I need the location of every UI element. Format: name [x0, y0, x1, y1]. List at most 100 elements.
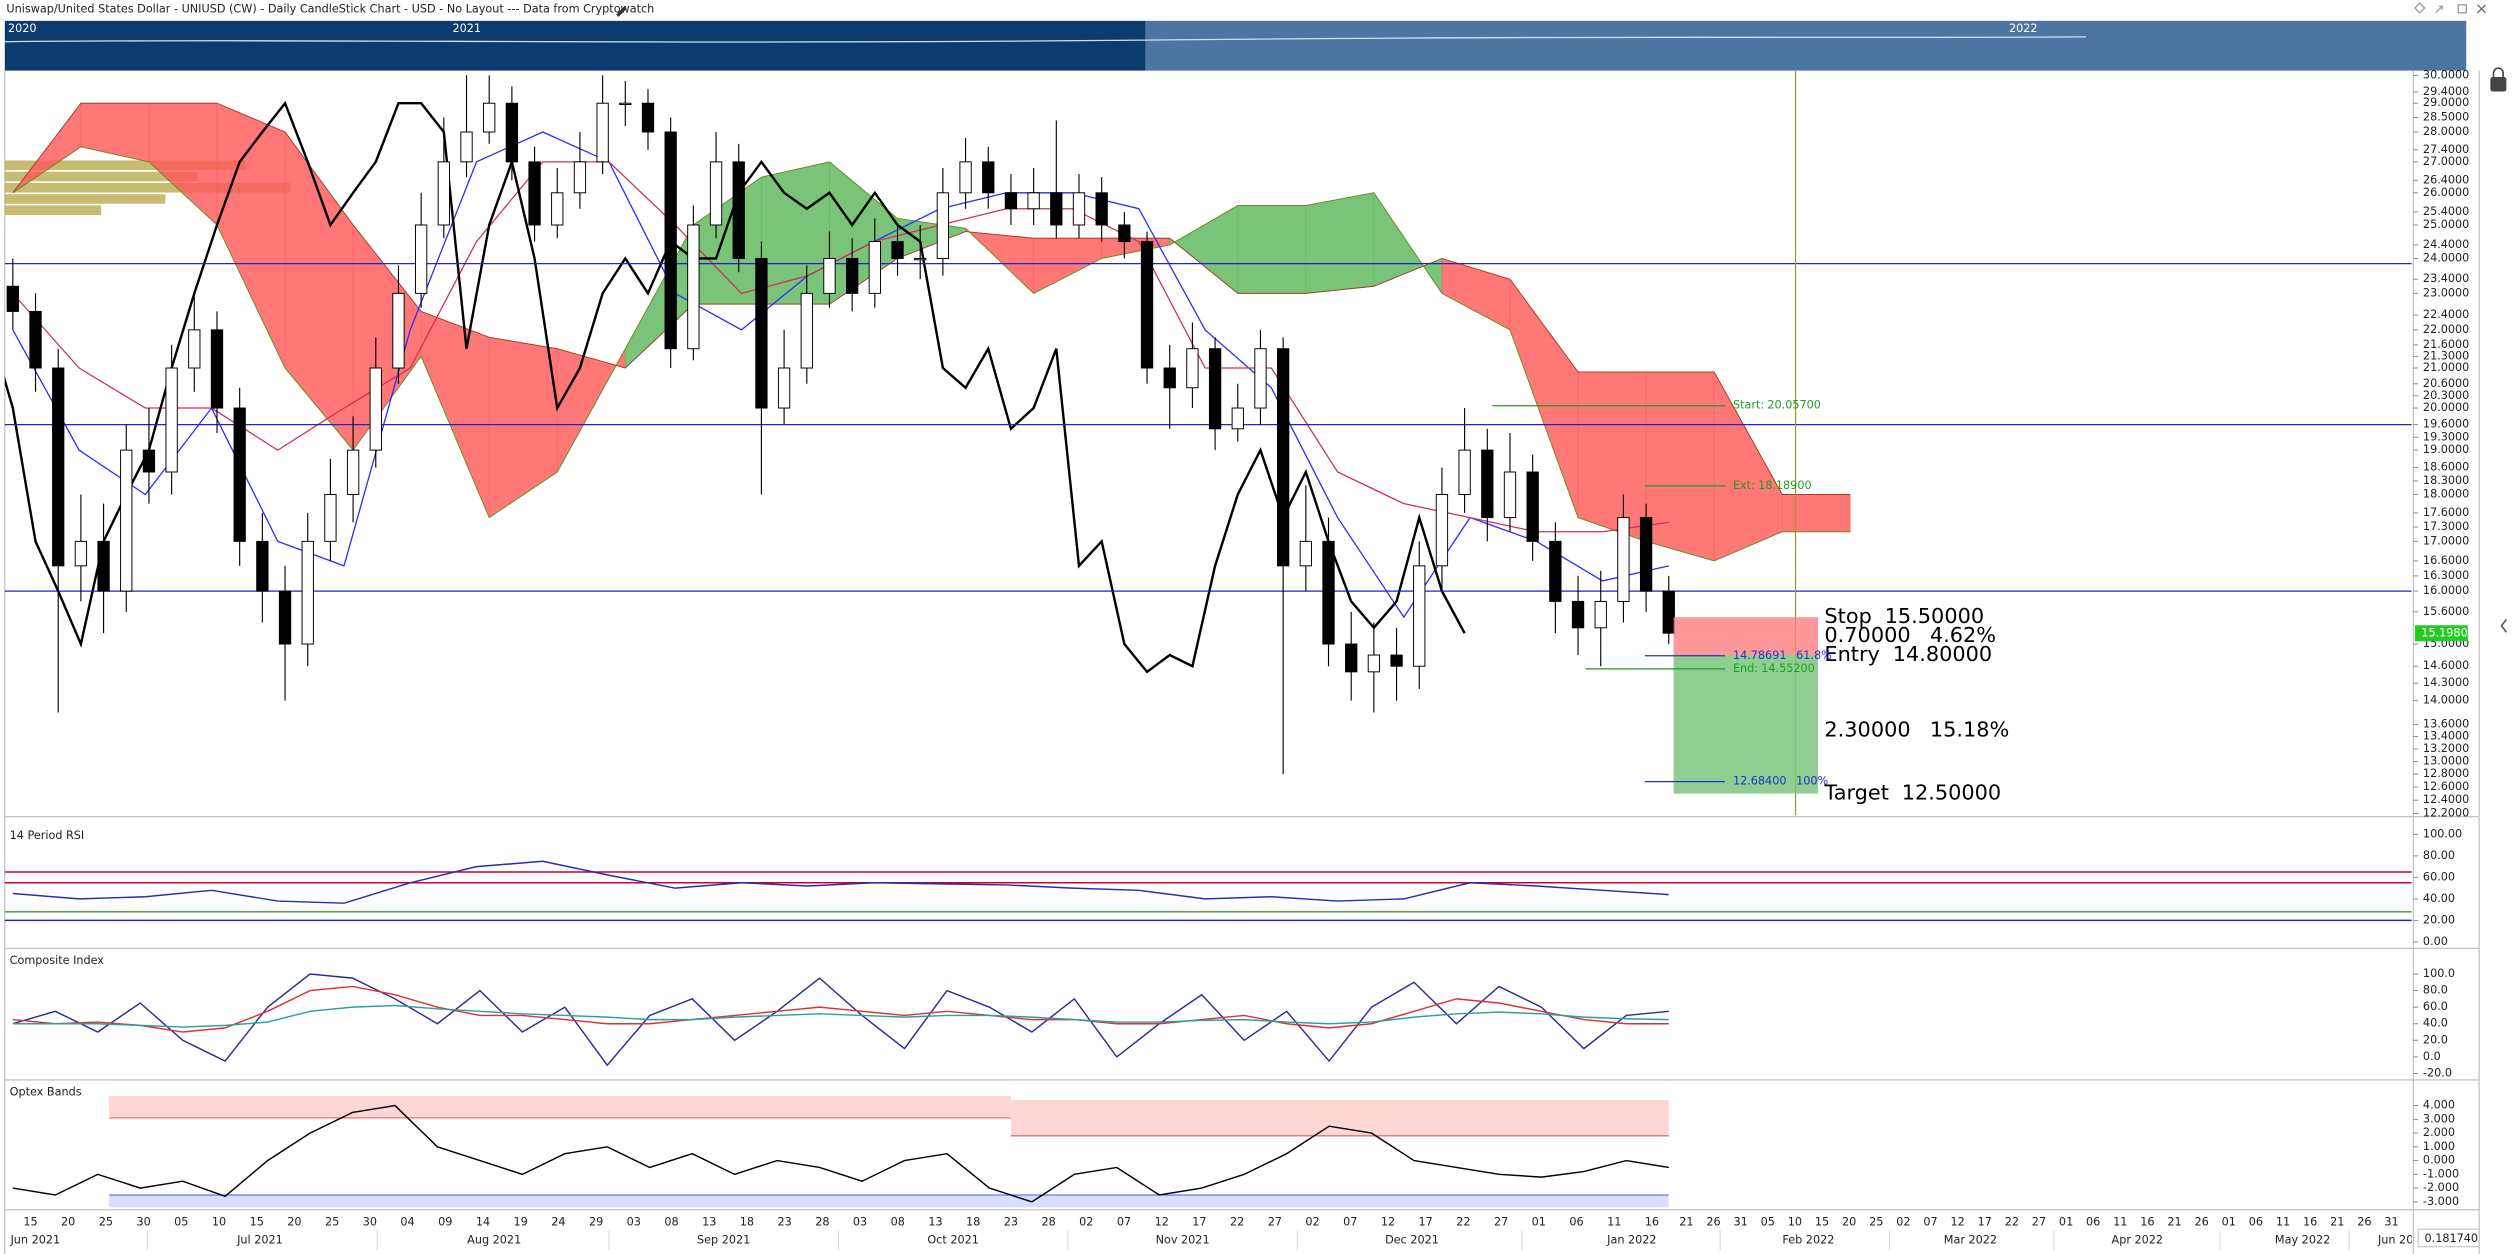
y-tick-label: -2.000	[2423, 1181, 2459, 1194]
label-part: 12.50000	[1902, 781, 2001, 805]
x-tick-label: 15	[250, 1216, 264, 1229]
x-tick-label: 17	[1419, 1216, 1433, 1229]
y-tick-label: 20.3000	[2423, 389, 2469, 402]
indicator-line	[12, 973, 1669, 1067]
x-tick-label: 27	[2032, 1216, 2046, 1229]
y-tick-label: 14.0000	[2423, 694, 2469, 707]
x-month-label: Jan 2022	[1606, 1233, 1656, 1246]
scale-box[interactable]	[2417, 1228, 2480, 1248]
x-tick-label: 02	[1079, 1216, 1093, 1229]
edit-icon[interactable]	[616, 6, 627, 17]
y-tick-label: 1.000	[2423, 1140, 2455, 1153]
y-tick-label: 13.6000	[2423, 717, 2469, 730]
candle-body	[6, 285, 19, 312]
y-tick-label: 21.0000	[2423, 361, 2469, 374]
candle-body	[165, 367, 178, 473]
y-tick-label: 16.6000	[2423, 554, 2469, 567]
x-tick-label: 03	[853, 1216, 867, 1229]
navigator-window[interactable]	[1145, 20, 2467, 71]
optex-band	[1010, 1100, 1669, 1136]
candle-body	[1072, 192, 1086, 226]
fib-label: Ext: 18.18900	[1733, 479, 1812, 492]
x-tick-label: 26	[2357, 1216, 2371, 1229]
indicator-line	[12, 1104, 1669, 1203]
fib-label: End: 14.55200	[1733, 662, 1815, 675]
navigator-year: 2020	[8, 22, 37, 35]
x-tick-label: 07	[1923, 1216, 1937, 1229]
x-tick-label: 31	[1734, 1216, 1748, 1229]
candle-body	[1413, 565, 1426, 667]
navigator-history[interactable]	[4, 20, 1146, 71]
label-part: 0.70000	[1824, 623, 1910, 647]
x-tick-label: 22	[2005, 1216, 2019, 1229]
x-tick-label: 22	[1456, 1216, 1470, 1229]
candle-body	[914, 257, 927, 261]
candle-body	[1027, 192, 1040, 210]
candle-body	[369, 367, 382, 451]
candle-body	[1503, 471, 1517, 519]
expand-arrow[interactable]	[2500, 618, 2508, 633]
candle-body	[188, 329, 201, 369]
x-tick-label: 26	[2195, 1216, 2209, 1229]
x-tick-label: 20	[61, 1216, 75, 1229]
label-part: 15.18%	[1930, 718, 2009, 742]
y-tick-label: 20.0	[2423, 1033, 2448, 1046]
candle-body	[29, 310, 42, 369]
fib-label: 12.68400 100%	[1733, 775, 1829, 788]
panel-title: Composite Index	[10, 954, 105, 967]
navigator-line	[4, 36, 2086, 43]
lock-shackle	[2492, 67, 2504, 78]
y-tick-label: 80.00	[2423, 849, 2455, 862]
candle-body	[392, 292, 405, 369]
x-tick-label: 17	[1192, 1216, 1206, 1229]
x-tick-label: 02	[1896, 1216, 1910, 1229]
x-tick-label: 25	[99, 1216, 113, 1229]
fib-value: 14.55200	[1761, 662, 1815, 675]
candle-body	[891, 241, 904, 259]
window-controls[interactable]	[2414, 2, 2486, 14]
label-part: Target	[1823, 781, 1888, 805]
y-tick-label: 60.0	[2423, 1000, 2448, 1013]
candle-body	[1662, 590, 1675, 634]
y-tick-label: 12.6000	[2423, 780, 2469, 793]
candle-body	[868, 241, 881, 294]
price-plot	[4, 75, 2412, 775]
x-tick-label: 10	[212, 1216, 226, 1229]
x-month-label: Oct 2021	[927, 1233, 979, 1246]
candle-body	[1254, 348, 1267, 409]
candle-body	[800, 292, 813, 369]
position-label: 0.70000 4.62%	[1824, 623, 1996, 647]
y-tick-label: 24.0000	[2423, 251, 2469, 264]
x-tick-label: 14	[476, 1216, 490, 1229]
candle-body	[1186, 348, 1199, 389]
fib-ratio: 61.8%	[1796, 649, 1832, 662]
ichimoku-cloud	[1577, 371, 1647, 542]
x-tick-label: 26	[1706, 1216, 1720, 1229]
candle-body	[1163, 367, 1176, 389]
y-tick-label: 16.0000	[2423, 584, 2469, 597]
x-tick-label: 19	[514, 1216, 528, 1229]
y-tick-label: 26.0000	[2423, 186, 2469, 199]
x-tick-label: 25	[325, 1216, 339, 1229]
y-tick-label: 60.00	[2423, 870, 2455, 883]
x-tick-label: 01	[1532, 1216, 1546, 1229]
x-tick-label: 30	[136, 1216, 150, 1229]
volume-profile	[4, 160, 291, 216]
y-tick-label: 100.0	[2423, 967, 2455, 980]
x-tick-label: 08	[891, 1216, 905, 1229]
y-tick-label: 25.0000	[2423, 218, 2469, 231]
y-tick-label: 28.5000	[2423, 110, 2469, 123]
y-tick-label: 40.00	[2423, 892, 2455, 905]
x-tick-label: 06	[2249, 1216, 2263, 1229]
candle-body	[573, 161, 587, 194]
candle-body	[1571, 600, 1585, 629]
side-tools[interactable]	[2490, 67, 2508, 633]
x-tick-label: 04	[400, 1216, 414, 1229]
candle-body	[460, 131, 473, 163]
fib-value: 12.68400	[1733, 775, 1787, 788]
lock-icon[interactable]	[2490, 77, 2507, 92]
x-month-label: Jul 2021	[236, 1233, 283, 1246]
x-month-label: Feb 2022	[1782, 1233, 1834, 1246]
x-tick-label: 28	[815, 1216, 829, 1229]
